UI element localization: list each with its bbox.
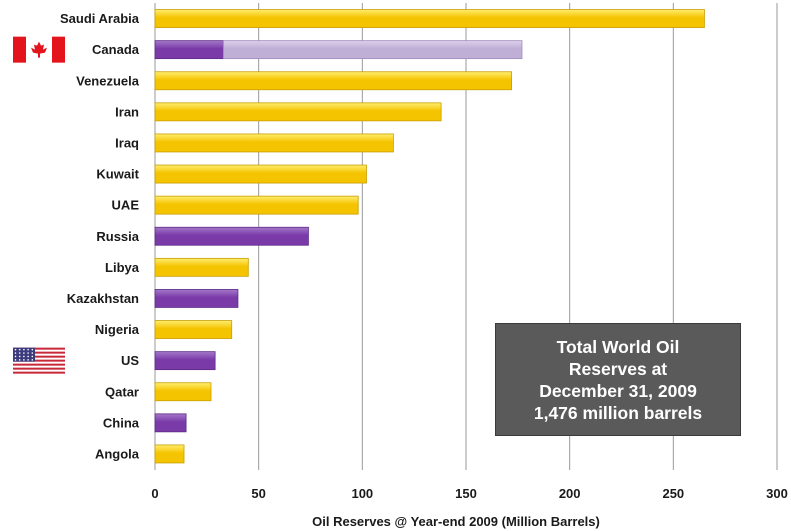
flags: [13, 36, 65, 374]
bar: [154, 382, 212, 402]
x-tick-label: 50: [251, 486, 265, 501]
category-label: UAE: [112, 198, 140, 213]
x-tick-label: 300: [766, 486, 788, 501]
bar: [154, 9, 705, 28]
x-tick-labels: 0 50 100 150 200 250 300: [151, 486, 787, 501]
x-axis-title: Oil Reserves @ Year-end 2009 (Million Ba…: [312, 514, 600, 529]
bars: [154, 9, 705, 464]
total-reserves-note: Total World Oil Reserves at December 31,…: [495, 323, 741, 436]
bar: [154, 413, 187, 433]
x-tick-label: 250: [662, 486, 684, 501]
category-label: Venezuela: [76, 73, 140, 88]
bar: [154, 133, 394, 153]
category-label: Qatar: [105, 384, 139, 399]
note-line-1: Total World Oil: [556, 336, 680, 357]
category-label: Angola: [95, 446, 140, 461]
category-label: Libya: [105, 260, 140, 275]
x-tick-label: 200: [559, 486, 581, 501]
note-line-2: Reserves at: [568, 358, 668, 379]
bar: [154, 195, 359, 215]
canada-flag-icon: [13, 36, 65, 63]
category-label: Kazakhstan: [67, 291, 139, 306]
note-line-3: December 31, 2009: [539, 380, 697, 401]
category-labels: Saudi Arabia Canada Venezuela Iran Iraq Kuwai…: [60, 11, 140, 461]
bar: [154, 444, 185, 464]
category-label: Iraq: [115, 135, 139, 150]
category-label: US: [121, 353, 139, 368]
bar-segment: [223, 40, 523, 60]
bar: [154, 226, 309, 246]
bar: [154, 164, 367, 184]
x-tick-label: 0: [151, 486, 158, 501]
bar: [154, 289, 239, 308]
category-label: China: [103, 415, 140, 430]
bar-segment: [154, 40, 224, 60]
bar: [154, 71, 513, 91]
us-flag-icon: [13, 347, 65, 374]
bar: [154, 102, 442, 122]
category-label: Saudi Arabia: [60, 11, 140, 26]
category-label: Russia: [96, 229, 139, 244]
bar: [154, 320, 233, 339]
bar: [154, 351, 216, 371]
x-tick-label: 150: [455, 486, 477, 501]
category-label: Iran: [115, 104, 139, 119]
category-label: Nigeria: [95, 322, 140, 337]
category-label: Canada: [92, 42, 140, 57]
note-line-4: 1,476 million barrels: [533, 402, 703, 423]
category-label: Kuwait: [96, 167, 139, 182]
bar: [154, 257, 249, 277]
x-tick-label: 100: [351, 486, 373, 501]
